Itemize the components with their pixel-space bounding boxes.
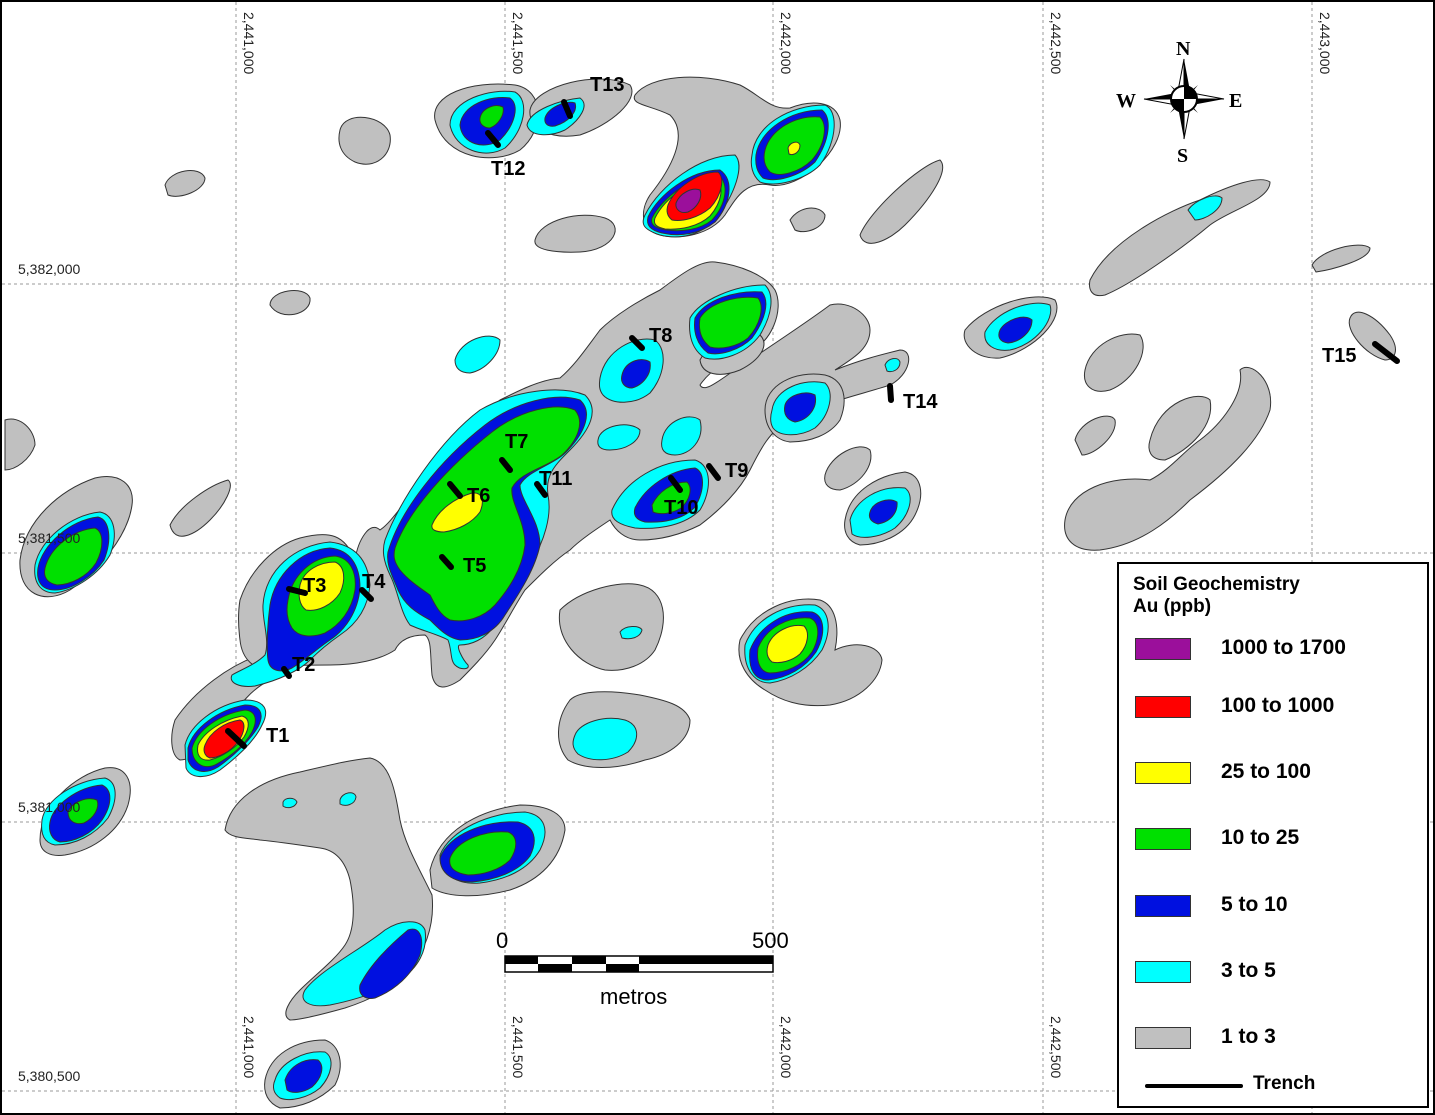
legend-swatch xyxy=(1135,1027,1191,1049)
compass-east-label: E xyxy=(1229,90,1242,112)
trench-t4 xyxy=(359,587,374,602)
northing-label: 5,381,500 xyxy=(18,530,80,546)
trench-t9 xyxy=(706,463,721,481)
trench-label-t2: T2 xyxy=(292,654,315,676)
trench-label-t9: T9 xyxy=(725,460,748,482)
legend-label: 10 to 25 xyxy=(1221,826,1300,849)
compass-south-label: S xyxy=(1177,145,1188,167)
trench-t11 xyxy=(534,481,548,498)
easting-label: 2,441,500 xyxy=(510,12,526,74)
legend-title-line2: Au (ppb) xyxy=(1133,596,1212,617)
trench-label-t5: T5 xyxy=(463,555,486,577)
legend-swatch xyxy=(1135,638,1191,660)
legend-title-line1: Soil Geochemistry xyxy=(1133,574,1300,595)
legend-label: 5 to 10 xyxy=(1221,893,1288,916)
trench-label-t8: T8 xyxy=(649,325,672,347)
trench-lines xyxy=(225,99,1400,749)
legend-label: 1000 to 1700 xyxy=(1221,636,1346,659)
compass-west-label: W xyxy=(1116,90,1136,112)
legend-swatch xyxy=(1135,828,1191,850)
legend-item: 100 to 1000 xyxy=(1133,692,1423,722)
trench-t3 xyxy=(286,586,308,596)
trench-t15 xyxy=(1372,341,1400,364)
legend-item: 10 to 25 xyxy=(1133,824,1423,854)
trench-label-t1: T1 xyxy=(266,725,289,747)
compass-rose-icon: N S E W xyxy=(1116,38,1242,167)
scale-bar-unit-label: metros xyxy=(600,984,667,1009)
northing-label: 5,381,000 xyxy=(18,799,80,815)
easting-label: 2,442,000 xyxy=(778,12,794,74)
northing-labels: 5,382,000 5,381,500 5,381,000 5,380,500 xyxy=(18,261,80,1084)
scale-bar-end-label: 500 xyxy=(752,928,789,953)
trench-label-t7: T7 xyxy=(505,431,528,453)
legend-label: 100 to 1000 xyxy=(1221,694,1335,717)
trench-t2 xyxy=(281,666,292,679)
trench-t13 xyxy=(561,99,573,119)
northing-label: 5,382,000 xyxy=(18,261,80,277)
legend-trench-label: Trench xyxy=(1253,1073,1316,1094)
legend-label: 25 to 100 xyxy=(1221,760,1311,783)
trench-t8 xyxy=(629,335,645,351)
trench-t5 xyxy=(439,554,454,570)
trench-t14 xyxy=(887,383,894,403)
contour-1000-to-1700 xyxy=(675,188,702,213)
trench-label-t10: T10 xyxy=(664,497,698,519)
easting-label: 2,441,500 xyxy=(510,1016,526,1078)
trench-label-t6: T6 xyxy=(467,485,490,507)
trench-label-t3: T3 xyxy=(303,575,326,597)
trench-t1 xyxy=(225,728,247,749)
trench-t10 xyxy=(668,475,683,493)
easting-label: 2,441,000 xyxy=(241,12,257,74)
trench-label-t13: T13 xyxy=(590,74,624,96)
trench-label-t4: T4 xyxy=(362,571,386,593)
easting-labels-top: 2,441,000 2,441,500 2,442,000 2,442,500 … xyxy=(241,12,1333,74)
trench-label-t12: T12 xyxy=(491,158,525,180)
easting-label: 2,442,500 xyxy=(1048,1016,1064,1078)
legend-item: 25 to 100 xyxy=(1133,758,1423,788)
legend-swatch xyxy=(1135,696,1191,718)
legend-label: 1 to 3 xyxy=(1221,1025,1276,1048)
legend-title: Soil Geochemistry Au (ppb) xyxy=(1133,574,1300,618)
trench-label-t15: T15 xyxy=(1322,345,1356,367)
trench-label-t14: T14 xyxy=(903,391,938,413)
trench-t7 xyxy=(499,457,513,473)
easting-label: 2,441,000 xyxy=(241,1016,257,1078)
scale-bar: 0 500 metros xyxy=(496,928,789,1009)
compass-north-label: N xyxy=(1176,38,1191,60)
legend-item: 1 to 3 xyxy=(1133,1023,1423,1053)
trench-labels: T1 T2 T3 T4 T5 T6 T7 T8 T9 T10 T11 T12 T… xyxy=(266,74,1356,747)
legend-item: 3 to 5 xyxy=(1133,957,1423,987)
easting-label: 2,442,500 xyxy=(1048,12,1064,74)
easting-labels-bottom: 2,441,000 2,441,500 2,442,000 2,442,500 xyxy=(241,1016,1064,1078)
easting-label: 2,442,000 xyxy=(778,1016,794,1078)
trench-t12 xyxy=(485,130,501,148)
legend-swatch xyxy=(1135,961,1191,983)
trench-label-t11: T11 xyxy=(539,468,572,490)
legend-item: 5 to 10 xyxy=(1133,891,1423,921)
legend-swatch xyxy=(1135,895,1191,917)
scale-bar-start-label: 0 xyxy=(496,928,508,953)
legend-swatch xyxy=(1135,762,1191,784)
legend: Soil Geochemistry Au (ppb) 1000 to 1700 … xyxy=(1117,562,1429,1108)
trench-t6 xyxy=(447,481,463,499)
northing-label: 5,380,500 xyxy=(18,1068,80,1084)
easting-label: 2,443,000 xyxy=(1317,12,1333,74)
legend-item-trench: Trench xyxy=(1133,1071,1423,1101)
legend-item: 1000 to 1700 xyxy=(1133,634,1423,664)
trench-line-icon xyxy=(1145,1084,1243,1088)
legend-label: 3 to 5 xyxy=(1221,959,1276,982)
